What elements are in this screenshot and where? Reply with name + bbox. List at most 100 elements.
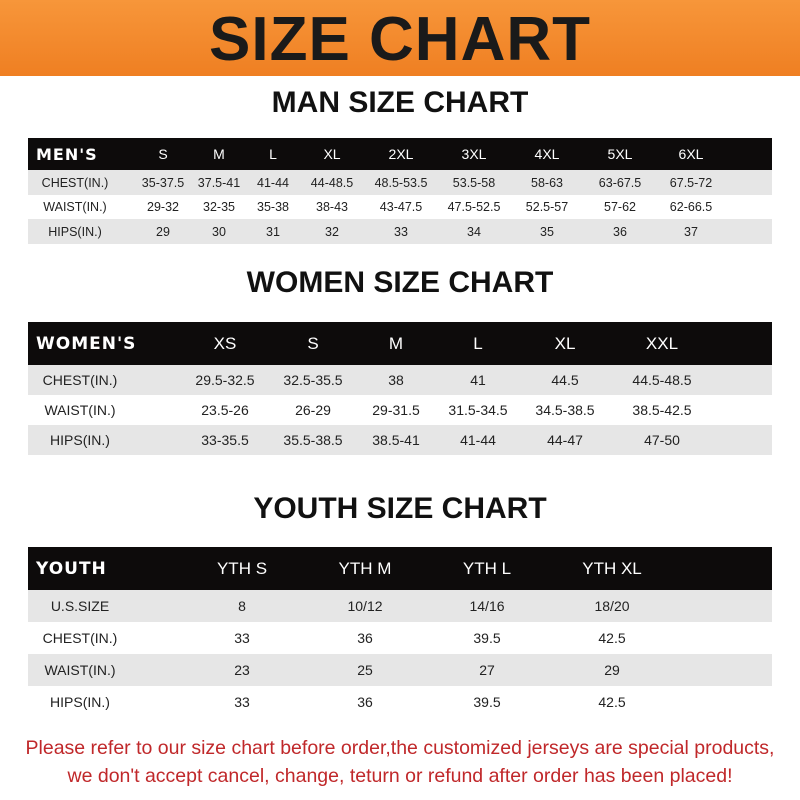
table-cell: 36 [357, 630, 373, 646]
size-header-cell: 4XL [534, 146, 560, 162]
table-row: HIPS(IN.) 33-35.5 35.5-38.5 38.5-41 41-44 44-… [28, 425, 772, 455]
table-cell: 26-29 [295, 402, 331, 418]
measurement-label: HIPS(IN.) [50, 432, 110, 448]
table-cell: 44.5-48.5 [632, 372, 692, 388]
table-cell: 23 [234, 662, 250, 678]
table-title-cell: YOUTH [36, 558, 107, 579]
size-header-cell: XXL [645, 333, 679, 353]
size-header-cell: XL [323, 146, 341, 162]
women-section-title: WOMEN SIZE CHART [246, 266, 554, 299]
measurement-label: HIPS(IN.) [50, 694, 110, 710]
measurement-label: WAIST(IN.) [44, 662, 116, 678]
table-cell: 8 [238, 598, 246, 614]
table-cell: 36 [613, 224, 627, 239]
table-cell: 38.5-42.5 [632, 402, 692, 418]
banner: SIZE CHART [0, 0, 800, 76]
table-cell: 35 [540, 224, 554, 239]
measurement-label: HIPS(IN.) [48, 224, 102, 239]
table-cell: 33-35.5 [201, 432, 249, 448]
table-cell: 29 [156, 224, 170, 239]
size-header-cell: 5XL [607, 146, 633, 162]
table-cell: 42.5 [598, 630, 626, 646]
size-header-cell: 2XL [388, 146, 414, 162]
table-cell: 34 [467, 224, 481, 239]
table-cell: 43-47.5 [379, 200, 423, 214]
disclaimer-line-2: we don't accept cancel, change, teturn o… [67, 765, 733, 787]
table-row: CHEST(IN.) 33 36 39.5 42.5 [28, 622, 772, 654]
table-cell: 38.5-41 [372, 432, 420, 448]
table-cell: 38 [388, 372, 404, 388]
table-cell: 44-47 [547, 432, 583, 448]
table-title-cell: WOMEN'S [36, 333, 137, 354]
table-cell: 18/20 [594, 598, 630, 614]
table-row: WAIST(IN.) 23 25 27 29 [28, 654, 772, 686]
size-header-cell: S [158, 146, 168, 162]
table-cell: 33 [234, 630, 250, 646]
table-cell: 67.5-72 [669, 175, 713, 190]
table-cell: 53.5-58 [452, 175, 496, 190]
youth-section-title: YOUTH SIZE CHART [253, 492, 547, 525]
table-row: HIPS(IN.) 33 36 39.5 42.5 [28, 686, 772, 718]
size-header-cell: YTH S [216, 558, 268, 578]
table-cell: 29 [604, 662, 620, 678]
table-row: U.S.SIZE 8 10/12 14/16 18/20 [28, 590, 772, 622]
table-cell: 52.5-57 [525, 200, 569, 214]
table-cell: 63-67.5 [598, 175, 642, 190]
table-cell: 29.5-32.5 [195, 372, 255, 388]
table-cell: 41-44 [257, 175, 289, 190]
table-cell: 27 [479, 662, 495, 678]
table-row: WAIST(IN.) 23.5-26 26-29 29-31.5 31.5-34.5 34… [28, 395, 772, 425]
size-header-cell: 6XL [678, 146, 704, 162]
size-header-cell: 3XL [461, 146, 487, 162]
size-header-cell: M [213, 146, 225, 162]
table-cell: 58-63 [531, 175, 563, 190]
table-cell: 39.5 [473, 630, 501, 646]
disclaimer-line-1: Please refer to our size chart before or… [25, 737, 775, 759]
table-cell: 39.5 [473, 694, 501, 710]
table-cell: 37 [684, 224, 698, 239]
table-cell: 25 [357, 662, 373, 678]
size-header-cell: L [269, 146, 277, 162]
table-cell: 44.5 [551, 372, 579, 388]
table-cell: 41 [470, 372, 486, 388]
table-title-cell: MEN'S [36, 144, 98, 164]
table-cell: 37.5-41 [197, 175, 241, 190]
table-cell: 62-66.5 [669, 200, 713, 214]
size-header-cell: S [307, 333, 319, 353]
table-cell: 29-32 [147, 200, 179, 214]
measurement-label: WAIST(IN.) [44, 402, 116, 418]
men-header-row: MEN'S S M L XL 2XL 3XL 4XL 5XL 6XL [28, 138, 772, 170]
measurement-label: CHEST(IN.) [41, 175, 109, 190]
size-header-cell: L [473, 333, 483, 353]
size-header-cell: YTH XL [582, 558, 642, 578]
youth-header-row: YOUTH YTH S YTH M YTH L YTH XL [28, 547, 772, 590]
table-cell: 29-31.5 [372, 402, 420, 418]
table-cell: 57-62 [604, 200, 636, 214]
table-cell: 32.5-35.5 [283, 372, 343, 388]
table-cell: 41-44 [460, 432, 496, 448]
table-cell: 38-43 [316, 200, 348, 214]
size-header-cell: YTH M [338, 558, 392, 578]
table-cell: 36 [357, 694, 373, 710]
size-header-cell: XL [554, 333, 576, 353]
banner-title: SIZE CHART [209, 5, 591, 74]
table-cell: 42.5 [598, 694, 626, 710]
table-cell: 30 [212, 224, 226, 239]
measurement-label: WAIST(IN.) [43, 200, 107, 214]
size-header-cell: M [388, 333, 404, 353]
size-header-cell: YTH L [462, 558, 512, 578]
table-cell: 31 [266, 224, 280, 239]
measurement-label: CHEST(IN.) [42, 630, 118, 646]
table-cell: 35.5-38.5 [283, 432, 343, 448]
table-cell: 32 [325, 224, 339, 239]
table-cell: 48.5-53.5 [374, 175, 428, 190]
table-cell: 35-38 [257, 200, 289, 214]
table-cell: 14/16 [469, 598, 505, 614]
women-header-row: WOMEN'S XS S M L XL XXL [28, 322, 772, 365]
measurement-label: U.S.SIZE [50, 598, 110, 614]
table-row: CHEST(IN.) 35-37.5 37.5-41 41-44 44-48.5 48.5… [28, 170, 772, 195]
table-cell: 10/12 [347, 598, 383, 614]
table-cell: 32-35 [203, 200, 235, 214]
table-cell: 47-50 [644, 432, 680, 448]
table-cell: 35-37.5 [141, 175, 185, 190]
